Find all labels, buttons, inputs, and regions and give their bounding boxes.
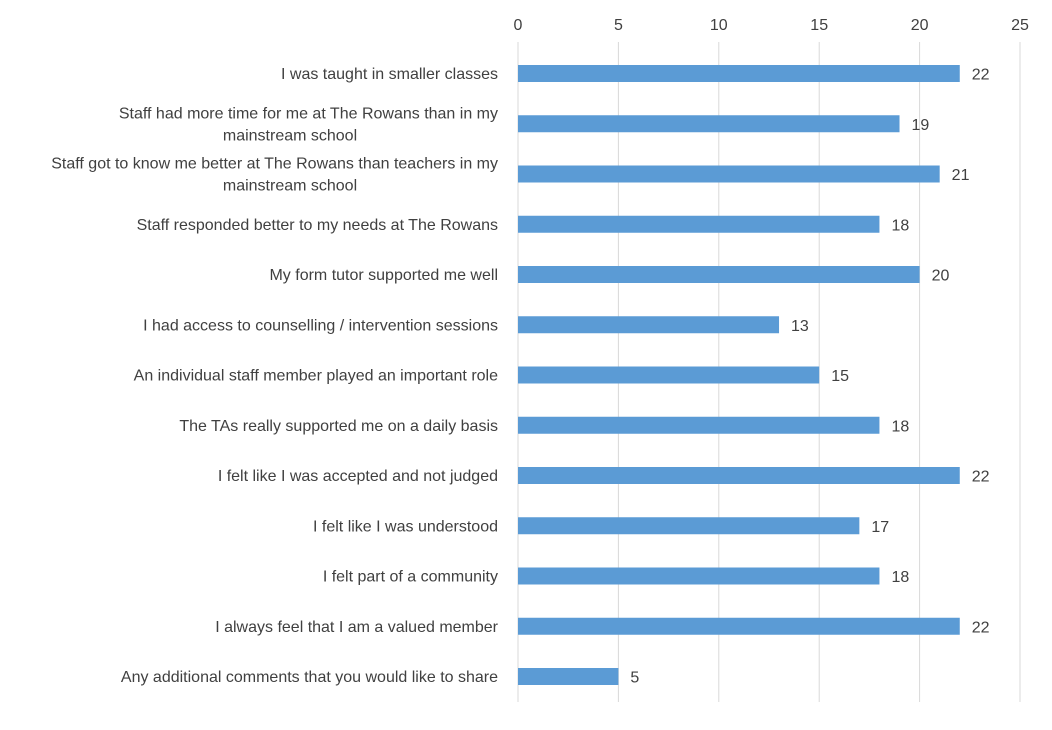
category-label: Staff got to know me better at The Rowan… bbox=[51, 156, 498, 173]
category-label: Staff responded better to my needs at Th… bbox=[137, 217, 498, 234]
data-labels: 22 19 21 18 20 13 15 18 22 17 18 22 5 bbox=[630, 67, 989, 687]
bar bbox=[518, 215, 880, 233]
data-label: 19 bbox=[912, 117, 930, 134]
data-label: 22 bbox=[972, 67, 990, 84]
category-label: I felt like I was accepted and not judge… bbox=[218, 468, 498, 485]
data-label: 17 bbox=[871, 519, 889, 536]
category-label: I had access to counselling / interventi… bbox=[143, 317, 498, 334]
bar bbox=[518, 366, 820, 384]
bar bbox=[518, 165, 940, 183]
data-label: 22 bbox=[972, 619, 990, 636]
bar bbox=[518, 266, 920, 283]
data-label: 22 bbox=[972, 469, 990, 486]
bar bbox=[518, 467, 960, 484]
category-label: An individual staff member played an imp… bbox=[134, 368, 498, 385]
data-label: 18 bbox=[891, 217, 909, 234]
category-label: I felt part of a community bbox=[323, 569, 498, 586]
bar bbox=[518, 115, 900, 133]
x-tick-label: 15 bbox=[810, 17, 828, 34]
category-label: My form tutor supported me well bbox=[269, 267, 498, 284]
x-tick-label: 0 bbox=[514, 17, 523, 34]
data-label: 18 bbox=[891, 418, 909, 435]
category-label: Staff had more time for me at The Rowans… bbox=[119, 105, 498, 122]
bar bbox=[518, 65, 960, 82]
category-label: I was taught in smaller classes bbox=[281, 66, 498, 83]
category-label: The TAs really supported me on a daily b… bbox=[179, 418, 498, 435]
bars bbox=[518, 65, 960, 685]
category-label: I always feel that I am a valued member bbox=[215, 619, 498, 636]
category-label: mainstream school bbox=[223, 178, 357, 195]
category-label: mainstream school bbox=[223, 127, 357, 144]
bar bbox=[518, 316, 780, 334]
data-label: 13 bbox=[791, 318, 809, 335]
data-label: 20 bbox=[932, 268, 950, 285]
data-label: 5 bbox=[630, 670, 639, 687]
bar bbox=[518, 668, 619, 685]
bar bbox=[518, 617, 960, 635]
bar bbox=[518, 416, 880, 434]
x-tick-label: 20 bbox=[911, 17, 929, 34]
x-tick-label: 25 bbox=[1011, 17, 1029, 34]
x-tick-label: 5 bbox=[614, 17, 623, 34]
data-label: 21 bbox=[952, 167, 970, 184]
category-label: I felt like I was understood bbox=[313, 518, 498, 535]
data-label: 18 bbox=[891, 569, 909, 586]
data-label: 15 bbox=[831, 368, 849, 385]
category-labels: I was taught in smaller classes Staff had… bbox=[51, 66, 498, 686]
bar bbox=[518, 517, 860, 535]
category-label: Any additional comments that you would l… bbox=[121, 669, 498, 686]
x-axis-ticks: 0 5 10 15 20 25 bbox=[514, 17, 1029, 34]
bar bbox=[518, 567, 880, 585]
x-tick-label: 10 bbox=[710, 17, 728, 34]
